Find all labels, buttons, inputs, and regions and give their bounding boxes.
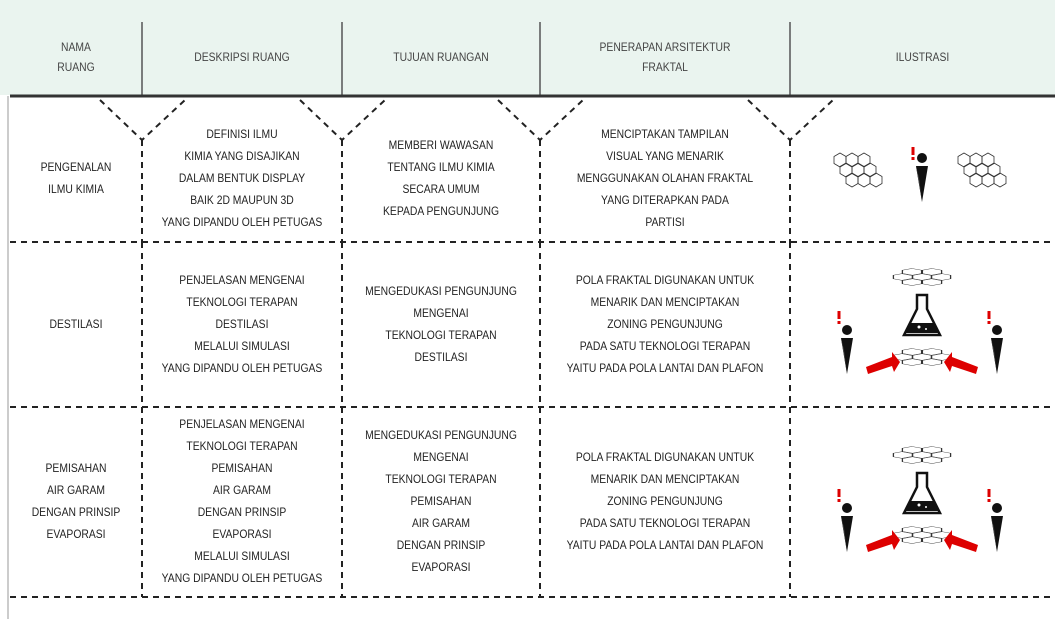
text-line: DESTILASI (414, 351, 468, 364)
text-line: PENGENALAN (40, 162, 112, 174)
text-line: MENGEDUKASI PENGUNJUNG (365, 285, 517, 298)
text-line: FRAKTAL (642, 61, 688, 74)
table-cell: PENGENALAN ILMU KIMIA (17, 116, 136, 242)
text-line: TUJUAN RUANGAN (393, 51, 489, 64)
text-line: DESTILASI (49, 318, 103, 331)
illustration-partition (834, 147, 1006, 202)
text-line: DESKRIPSI RUANG (194, 51, 290, 64)
text-line: PENJELASAN MENGENAI (179, 274, 305, 287)
header-cell: PENERAPAN ARSITEKTUR FRAKTAL (553, 20, 778, 95)
text-line: EVAPORASI (411, 562, 471, 574)
text-line: SECARA UMUM (402, 184, 480, 196)
header-cell: TUJUAN RUANGAN (352, 20, 530, 95)
text-line: RUANG (57, 61, 95, 74)
text-line: PARTISI (645, 217, 685, 229)
text-line: MENGENAI (413, 307, 469, 320)
table-cell: MENCIPTAKAN TAMPILAN VISUAL YANG MENARIK M… (553, 116, 778, 242)
text-line: ZONING PENGUNJUNG (607, 496, 723, 508)
header-separators (141, 22, 791, 95)
text-line: TEKNOLOGI TERAPAN (385, 329, 497, 342)
text-line: ILMU KIMIA (48, 184, 104, 196)
header-cell: NAMA RUANG (17, 20, 136, 95)
text-line: MENGEDUKASI PENGUNJUNG (365, 430, 517, 442)
text-line: PADA SATU TEKNOLOGI TERAPAN (579, 340, 751, 353)
text-line: YANG DIPANDU OLEH PETUGAS (161, 362, 323, 375)
text-line: BAIK 2D MAUPUN 3D (190, 195, 294, 207)
text-line: EVAPORASI (212, 529, 272, 541)
text-line: PEMISAHAN (410, 496, 472, 508)
text-line: YANG DIPANDU OLEH PETUGAS (161, 573, 323, 585)
text-line: MENARIK DAN MENCIPTAKAN (590, 474, 740, 486)
text-line: POLA FRAKTAL DIGUNAKAN UNTUK (575, 274, 755, 287)
text-line: AIR GARAM (411, 518, 471, 530)
text-line: DEFINISI ILMU (206, 129, 278, 141)
table-cell: DEFINISI ILMU KIMIA YANG DISAJIKAN DALAM B… (152, 116, 332, 242)
text-line: MENGENAI (413, 452, 469, 464)
text-line: MENCIPTAKAN TAMPILAN (601, 129, 729, 141)
table-cell: PEMISAHAN AIR GARAM DENGAN PRINSIP EVAPORAS… (17, 407, 136, 597)
text-line: YANG DITERAPKAN PADA (601, 195, 729, 207)
text-line: YANG DIPANDU OLEH PETUGAS (161, 217, 323, 229)
text-line: PEMISAHAN (45, 463, 107, 475)
table-cell: POLA FRAKTAL DIGUNAKAN UNTUK MENARIK DAN … (553, 407, 778, 597)
text-line: PENJELASAN MENGENAI (179, 419, 305, 431)
text-line: DENGAN PRINSIP (197, 507, 287, 519)
table-cell: POLA FRAKTAL DIGUNAKAN UNTUK MENARIK DAN … (553, 242, 778, 407)
text-line: AIR GARAM (46, 485, 106, 497)
header-background (0, 0, 1055, 95)
text-line: DENGAN PRINSIP (396, 540, 486, 552)
text-line: PADA SATU TEKNOLOGI TERAPAN (579, 518, 751, 530)
header-cell: DESKRIPSI RUANG (152, 20, 332, 95)
text-line: VISUAL YANG MENARIK (606, 151, 724, 163)
text-line: YAITU PADA POLA LANTAI DAN PLAFON (566, 540, 764, 552)
text-line: YAITU PADA POLA LANTAI DAN PLAFON (566, 362, 764, 375)
text-line: MENGGUNAKAN OLAHAN FRAKTAL (576, 173, 754, 185)
text-line: TEKNOLOGI TERAPAN (186, 441, 298, 453)
table-cell: MENGEDUKASI PENGUNJUNG MENGENAI TEKNOLOGI … (352, 242, 530, 407)
text-line: KEPADA PENGUNJUNG (383, 206, 499, 218)
illustration-evaporasi (838, 447, 1004, 553)
illustration-destilasi (838, 269, 1004, 375)
text-line: DALAM BENTUK DISPLAY (178, 173, 306, 185)
text-line: NAMA (61, 41, 91, 54)
text-line: DESTILASI (215, 318, 269, 331)
text-line: ILUSTRASI (895, 51, 950, 64)
table-cell: DESTILASI (17, 242, 136, 407)
text-line: MELALUI SIMULASI (194, 340, 290, 353)
text-line: EVAPORASI (46, 529, 106, 541)
header-cell: ILUSTRASI (803, 20, 1042, 95)
text-line: POLA FRAKTAL DIGUNAKAN UNTUK (575, 452, 755, 464)
text-line: MENARIK DAN MENCIPTAKAN (590, 296, 740, 309)
text-line: DENGAN PRINSIP (31, 507, 121, 519)
text-line: PENERAPAN ARSITEKTUR (599, 41, 731, 54)
text-line: TEKNOLOGI TERAPAN (186, 296, 298, 309)
text-line: AIR GARAM (212, 485, 272, 497)
table-cell: PENJELASAN MENGENAI TEKNOLOGI TERAPAN DEST… (152, 242, 332, 407)
text-line: MELALUI SIMULASI (194, 551, 290, 563)
text-line: PEMISAHAN (211, 463, 273, 475)
table-cell: MENGEDUKASI PENGUNJUNG MENGENAI TEKNOLOGI … (352, 407, 530, 597)
text-line: KIMIA YANG DISAJIKAN (184, 151, 300, 163)
dashed-lines (10, 99, 1055, 598)
text-line: MEMBERI WAWASAN (388, 140, 494, 152)
text-line: ZONING PENGUNJUNG (607, 318, 723, 331)
table-cell: PENJELASAN MENGENAI TEKNOLOGI TERAPAN PEMI… (152, 407, 332, 597)
text-line: TEKNOLOGI TERAPAN (385, 474, 497, 486)
text-line: TENTANG ILMU KIMIA (387, 162, 495, 174)
table-cell: MEMBERI WAWASAN TENTANG ILMU KIMIA SECARA … (352, 116, 530, 242)
